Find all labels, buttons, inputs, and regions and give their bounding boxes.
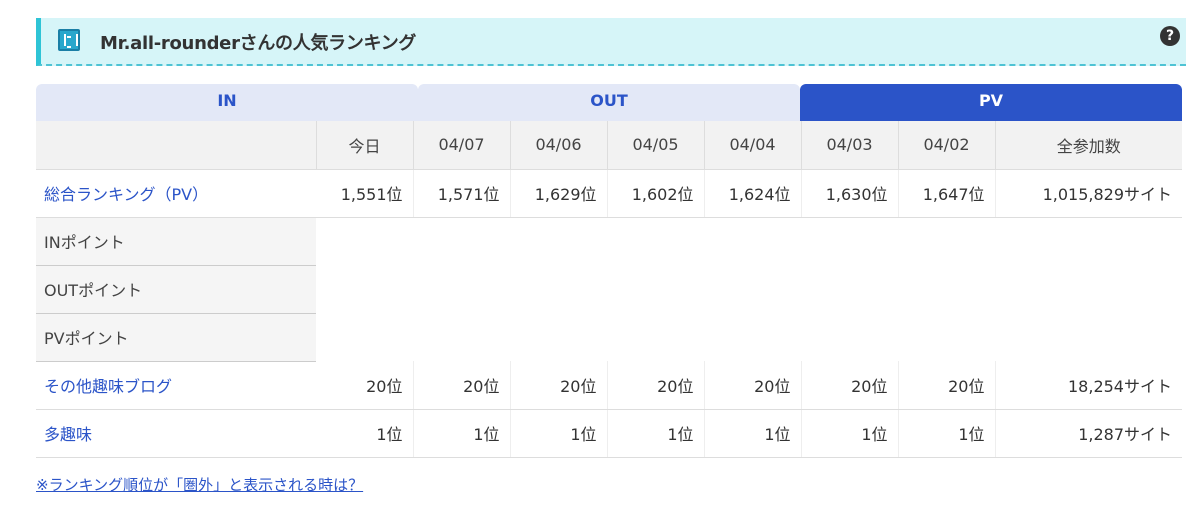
table-cell: 20位 [413, 361, 511, 410]
column-header: 今日 [316, 121, 414, 170]
table-cell: 1,624位 [704, 169, 802, 218]
ranking-link-total[interactable]: 総合ランキング（PV） [44, 185, 209, 204]
row-label: PVポイント [36, 313, 316, 362]
table-cell: 1位 [801, 409, 899, 458]
row-label: 総合ランキング（PV） [36, 169, 316, 218]
table-row: INポイント [36, 217, 1182, 266]
tab-in[interactable]: IN [36, 84, 418, 122]
table-cell: 1,647位 [898, 169, 996, 218]
page-title: Mr.all-rounderさんの人気ランキング [100, 33, 417, 54]
empty-cell [316, 217, 1182, 265]
column-header: 04/05 [607, 121, 705, 170]
table-cell: 1位 [413, 409, 511, 458]
table-cell: 20位 [898, 361, 996, 410]
ranking-table: 今日 04/07 04/06 04/05 04/04 04/03 04/02 全… [36, 121, 1182, 458]
table-header-blank [36, 121, 317, 170]
table-row: PVポイント [36, 313, 1182, 362]
column-header: 04/02 [898, 121, 996, 170]
row-label: INポイント [36, 217, 316, 266]
table-cell: 1,015,829サイト [995, 169, 1182, 218]
table-cell: 1,602位 [607, 169, 705, 218]
table-cell: 18,254サイト [995, 361, 1182, 410]
ranking-link-multi-hobby[interactable]: 多趣味 [44, 425, 93, 444]
book-icon [58, 29, 80, 51]
tab-pv[interactable]: PV [800, 84, 1182, 122]
table-cell: 20位 [801, 361, 899, 410]
tab-out[interactable]: OUT [418, 84, 800, 122]
table-cell: 1,287サイト [995, 409, 1182, 458]
table-row: その他趣味ブログ 20位 20位 20位 20位 20位 20位 20位 18,… [36, 361, 1182, 410]
table-cell: 20位 [704, 361, 802, 410]
column-header: 04/04 [704, 121, 802, 170]
out-of-rank-help-link[interactable]: ※ランキング順位が「圏外」と表示される時は？ [36, 476, 364, 494]
question-circle-icon[interactable]: ? [1160, 26, 1180, 46]
table-cell: 1,630位 [801, 169, 899, 218]
table-row: OUTポイント [36, 265, 1182, 314]
ranking-link-other-hobby[interactable]: その他趣味ブログ [44, 377, 173, 396]
table-cell: 1位 [316, 409, 414, 458]
row-label: OUTポイント [36, 265, 316, 314]
table-cell: 1位 [607, 409, 705, 458]
table-row: 総合ランキング（PV） 1,551位 1,571位 1,629位 1,602位 … [36, 169, 1182, 218]
column-header: 04/06 [510, 121, 608, 170]
table-cell: 20位 [607, 361, 705, 410]
table-cell: 20位 [510, 361, 608, 410]
table-cell: 1,571位 [413, 169, 511, 218]
ranking-tabs: IN OUT PV [36, 84, 1182, 122]
table-cell: 1位 [704, 409, 802, 458]
row-label: その他趣味ブログ [36, 361, 316, 410]
table-cell: 1,629位 [510, 169, 608, 218]
empty-cell [316, 313, 1182, 361]
table-header-row: 今日 04/07 04/06 04/05 04/04 04/03 04/02 全… [36, 121, 1182, 170]
table-row: 多趣味 1位 1位 1位 1位 1位 1位 1位 1,287サイト [36, 409, 1182, 458]
ranking-header: Mr.all-rounderさんの人気ランキング ? [36, 18, 1186, 66]
empty-cell [316, 265, 1182, 313]
table-cell: 20位 [316, 361, 414, 410]
table-cell: 1,551位 [316, 169, 414, 218]
column-header: 04/07 [413, 121, 511, 170]
table-cell: 1位 [898, 409, 996, 458]
table-cell: 1位 [510, 409, 608, 458]
column-header: 全参加数 [995, 121, 1182, 170]
row-label: 多趣味 [36, 409, 316, 458]
column-header: 04/03 [801, 121, 899, 170]
